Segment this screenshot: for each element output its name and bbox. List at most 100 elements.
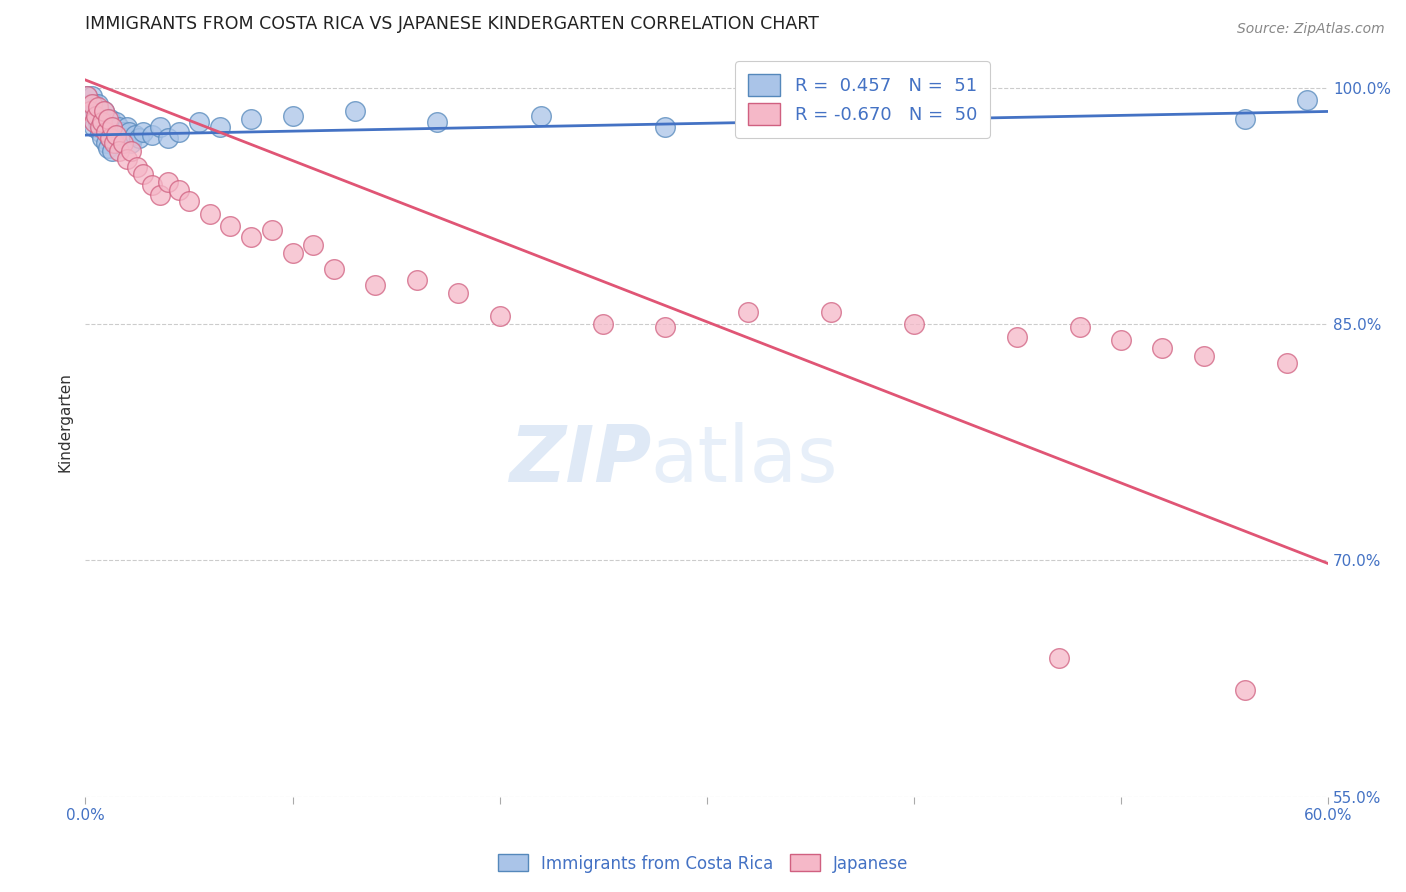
Point <box>94 125 117 139</box>
Point <box>219 219 242 234</box>
Point <box>94 115 117 129</box>
Point <box>127 160 149 174</box>
Point <box>76 88 98 103</box>
Point <box>107 120 129 135</box>
Point <box>281 109 304 123</box>
Point <box>128 131 150 145</box>
Text: IMMIGRANTS FROM COSTA RICA VS JAPANESE KINDERGARTEN CORRELATION CHART: IMMIGRANTS FROM COSTA RICA VS JAPANESE K… <box>86 15 820 33</box>
Point <box>157 131 180 145</box>
Point <box>91 115 114 129</box>
Point <box>79 104 101 119</box>
Point <box>188 115 211 129</box>
Point <box>91 112 114 127</box>
Point <box>132 125 155 139</box>
Point <box>101 120 124 135</box>
Point <box>115 152 138 166</box>
Point <box>1296 94 1319 108</box>
Point <box>903 317 925 331</box>
Point <box>89 125 111 139</box>
Point <box>364 277 387 292</box>
Point <box>97 120 120 135</box>
Text: ZIP: ZIP <box>509 422 651 498</box>
Point <box>405 273 427 287</box>
Text: atlas: atlas <box>651 422 838 498</box>
Point <box>80 112 103 127</box>
Point <box>426 115 449 129</box>
Point <box>323 262 346 277</box>
Point <box>89 120 111 135</box>
Point <box>118 125 141 139</box>
Point <box>208 120 231 135</box>
Point <box>105 128 128 142</box>
Point <box>654 120 676 135</box>
Point <box>79 104 101 119</box>
Point <box>447 285 470 300</box>
Point <box>132 168 155 182</box>
Point <box>198 207 221 221</box>
Point <box>1234 682 1257 697</box>
Point <box>87 115 110 129</box>
Point <box>737 304 759 318</box>
Point <box>343 104 366 119</box>
Legend: R =  0.457   N =  51, R = -0.670   N =  50: R = 0.457 N = 51, R = -0.670 N = 50 <box>735 62 990 137</box>
Point <box>105 136 128 150</box>
Point <box>107 144 129 158</box>
Point <box>83 115 105 129</box>
Point <box>83 120 105 135</box>
Point <box>84 109 107 123</box>
Point <box>1152 341 1174 355</box>
Point <box>76 88 98 103</box>
Point <box>111 136 134 150</box>
Y-axis label: Kindergarten: Kindergarten <box>58 373 72 473</box>
Point <box>592 317 614 331</box>
Point <box>103 136 125 150</box>
Point <box>98 131 121 145</box>
Point <box>1192 349 1215 363</box>
Point <box>98 112 121 127</box>
Point <box>87 100 110 114</box>
Point <box>149 188 172 202</box>
Point <box>80 88 103 103</box>
Point <box>124 128 146 142</box>
Point <box>120 136 142 150</box>
Point <box>84 100 107 114</box>
Point <box>98 131 121 145</box>
Point <box>87 96 110 111</box>
Point <box>97 112 120 127</box>
Point <box>84 109 107 123</box>
Point <box>167 183 190 197</box>
Point <box>1234 112 1257 127</box>
Point <box>1275 356 1298 370</box>
Point <box>1109 333 1132 347</box>
Point <box>97 141 120 155</box>
Point <box>115 120 138 135</box>
Text: Source: ZipAtlas.com: Source: ZipAtlas.com <box>1237 22 1385 37</box>
Point <box>157 175 180 189</box>
Point <box>530 109 553 123</box>
Point <box>89 106 111 120</box>
Point <box>93 104 115 119</box>
Point <box>260 222 283 236</box>
Point <box>94 136 117 150</box>
Point <box>103 125 125 139</box>
Point <box>281 246 304 260</box>
Legend: Immigrants from Costa Rica, Japanese: Immigrants from Costa Rica, Japanese <box>491 847 915 880</box>
Point <box>1007 329 1029 343</box>
Point <box>110 131 132 145</box>
Point <box>120 144 142 158</box>
Point <box>111 125 134 139</box>
Point <box>488 310 510 324</box>
Point <box>654 320 676 334</box>
Point <box>177 194 200 209</box>
Point <box>167 125 190 139</box>
Point <box>141 178 163 193</box>
Point <box>80 96 103 111</box>
Point <box>1047 651 1070 665</box>
Point <box>240 112 263 127</box>
Point <box>101 144 124 158</box>
Point <box>114 131 136 145</box>
Point <box>83 96 105 111</box>
Point <box>105 115 128 129</box>
Point <box>240 230 263 244</box>
Point <box>141 128 163 142</box>
